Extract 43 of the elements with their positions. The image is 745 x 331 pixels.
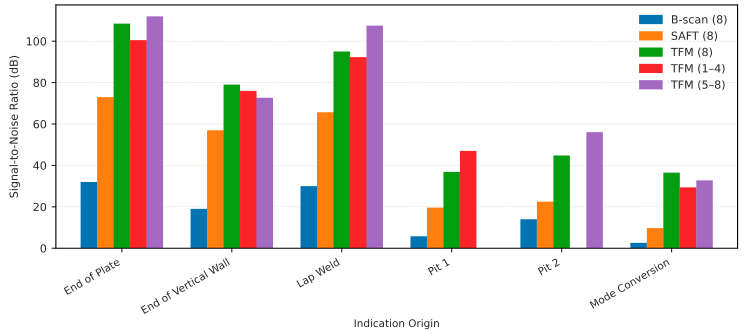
bar: [97, 97, 114, 248]
y-tick-label: 80: [33, 78, 46, 87]
bar: [190, 208, 208, 248]
bar: [520, 219, 537, 248]
legend-label: SAFT (8): [672, 31, 718, 42]
x-tick-label: Pit 1: [428, 258, 450, 276]
bar: [696, 180, 713, 248]
bar: [256, 98, 274, 248]
legend-label: TFM (5–8): [670, 80, 725, 90]
bar: [680, 187, 696, 248]
bar: [130, 40, 147, 248]
bar: [207, 130, 224, 248]
bar: [460, 150, 476, 248]
bar: [536, 202, 554, 248]
bar: [317, 112, 334, 248]
bar: [146, 16, 164, 248]
y-tick-label: 0: [40, 244, 46, 253]
bar: [366, 26, 383, 248]
x-tick-label: Pit 2: [538, 258, 560, 276]
bar: [553, 155, 570, 248]
bar: [300, 186, 317, 248]
bar: [663, 172, 680, 248]
bar: [646, 228, 664, 248]
y-tick-label: 40: [33, 161, 46, 170]
y-tick-label: 20: [34, 202, 46, 212]
legend-label: B-scan (8): [672, 14, 727, 25]
bar: [333, 52, 350, 248]
bar: [350, 57, 366, 248]
bar: [586, 132, 603, 248]
bar: [80, 182, 98, 248]
bar: [240, 90, 257, 248]
x-tick-label: End of Plate: [64, 258, 120, 296]
y-tick-label: 60: [33, 120, 46, 128]
bar: [410, 236, 427, 248]
bar: [426, 208, 444, 248]
bar: [114, 24, 130, 248]
y-axis-title: Signal-to-Noise Ratio (dB): [9, 56, 20, 198]
legend-label: TFM (8): [670, 48, 712, 58]
y-tick-label: 100: [26, 37, 46, 46]
bar: [224, 84, 240, 248]
bar: [443, 172, 460, 248]
x-axis-title: Indication Origin: [354, 319, 439, 330]
legend-label: TFM (1–4): [670, 64, 725, 74]
